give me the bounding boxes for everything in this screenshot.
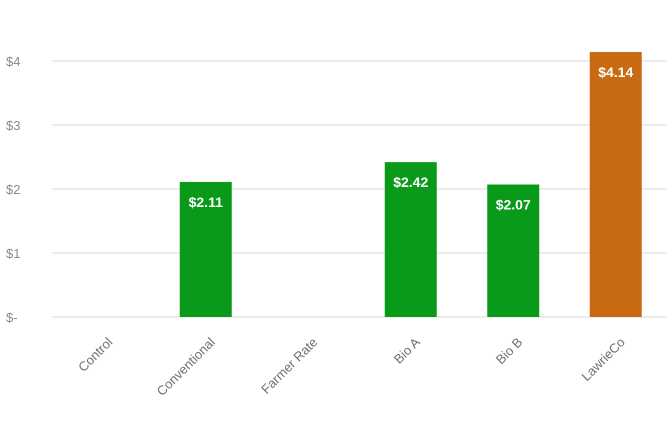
x-tick-label: Control [75,334,115,374]
y-tick-label: $2 [6,182,20,197]
y-tick-label: $1 [6,246,20,261]
y-tick-label: $4 [6,54,20,69]
x-tick-label: LawrieCo [578,335,627,384]
x-tick-label: Bio A [391,334,423,366]
bars [179,52,642,317]
x-tick-label: Conventional [154,334,218,398]
x-axis-ticks: Control Conventional Farmer Rate Bio A Bio B… [75,334,628,398]
x-tick-label: Bio B [493,335,526,368]
data-label: $4.14 [598,64,633,80]
data-label: $2.11 [189,194,223,210]
bar [179,181,232,317]
bar [487,184,540,317]
bar [589,52,642,317]
y-axis-ticks: $- $1 $2 $3 $4 [6,54,20,325]
x-tick-label: Farmer Rate [258,335,320,397]
y-tick-label: $- [6,310,18,325]
data-label: $2.07 [496,197,531,213]
y-tick-label: $3 [6,118,20,133]
data-labels: $2.11 $2.42 $2.07 $4.14 [189,64,634,212]
bar [384,162,437,317]
data-label: $2.42 [393,174,428,190]
gridlines [52,60,667,318]
